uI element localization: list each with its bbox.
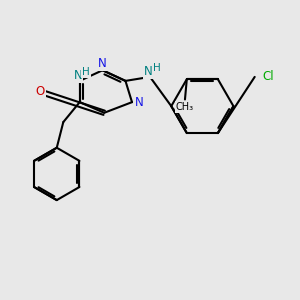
Text: Cl: Cl — [263, 70, 274, 83]
Text: H: H — [153, 63, 160, 73]
Text: N: N — [98, 57, 107, 70]
Text: H: H — [82, 67, 90, 77]
Text: O: O — [35, 85, 45, 98]
Text: N: N — [135, 96, 144, 109]
Text: N: N — [74, 69, 82, 82]
Text: N: N — [144, 65, 152, 78]
Text: CH₃: CH₃ — [176, 102, 194, 112]
